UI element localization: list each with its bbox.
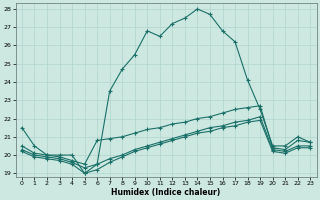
X-axis label: Humidex (Indice chaleur): Humidex (Indice chaleur) [111, 188, 221, 197]
